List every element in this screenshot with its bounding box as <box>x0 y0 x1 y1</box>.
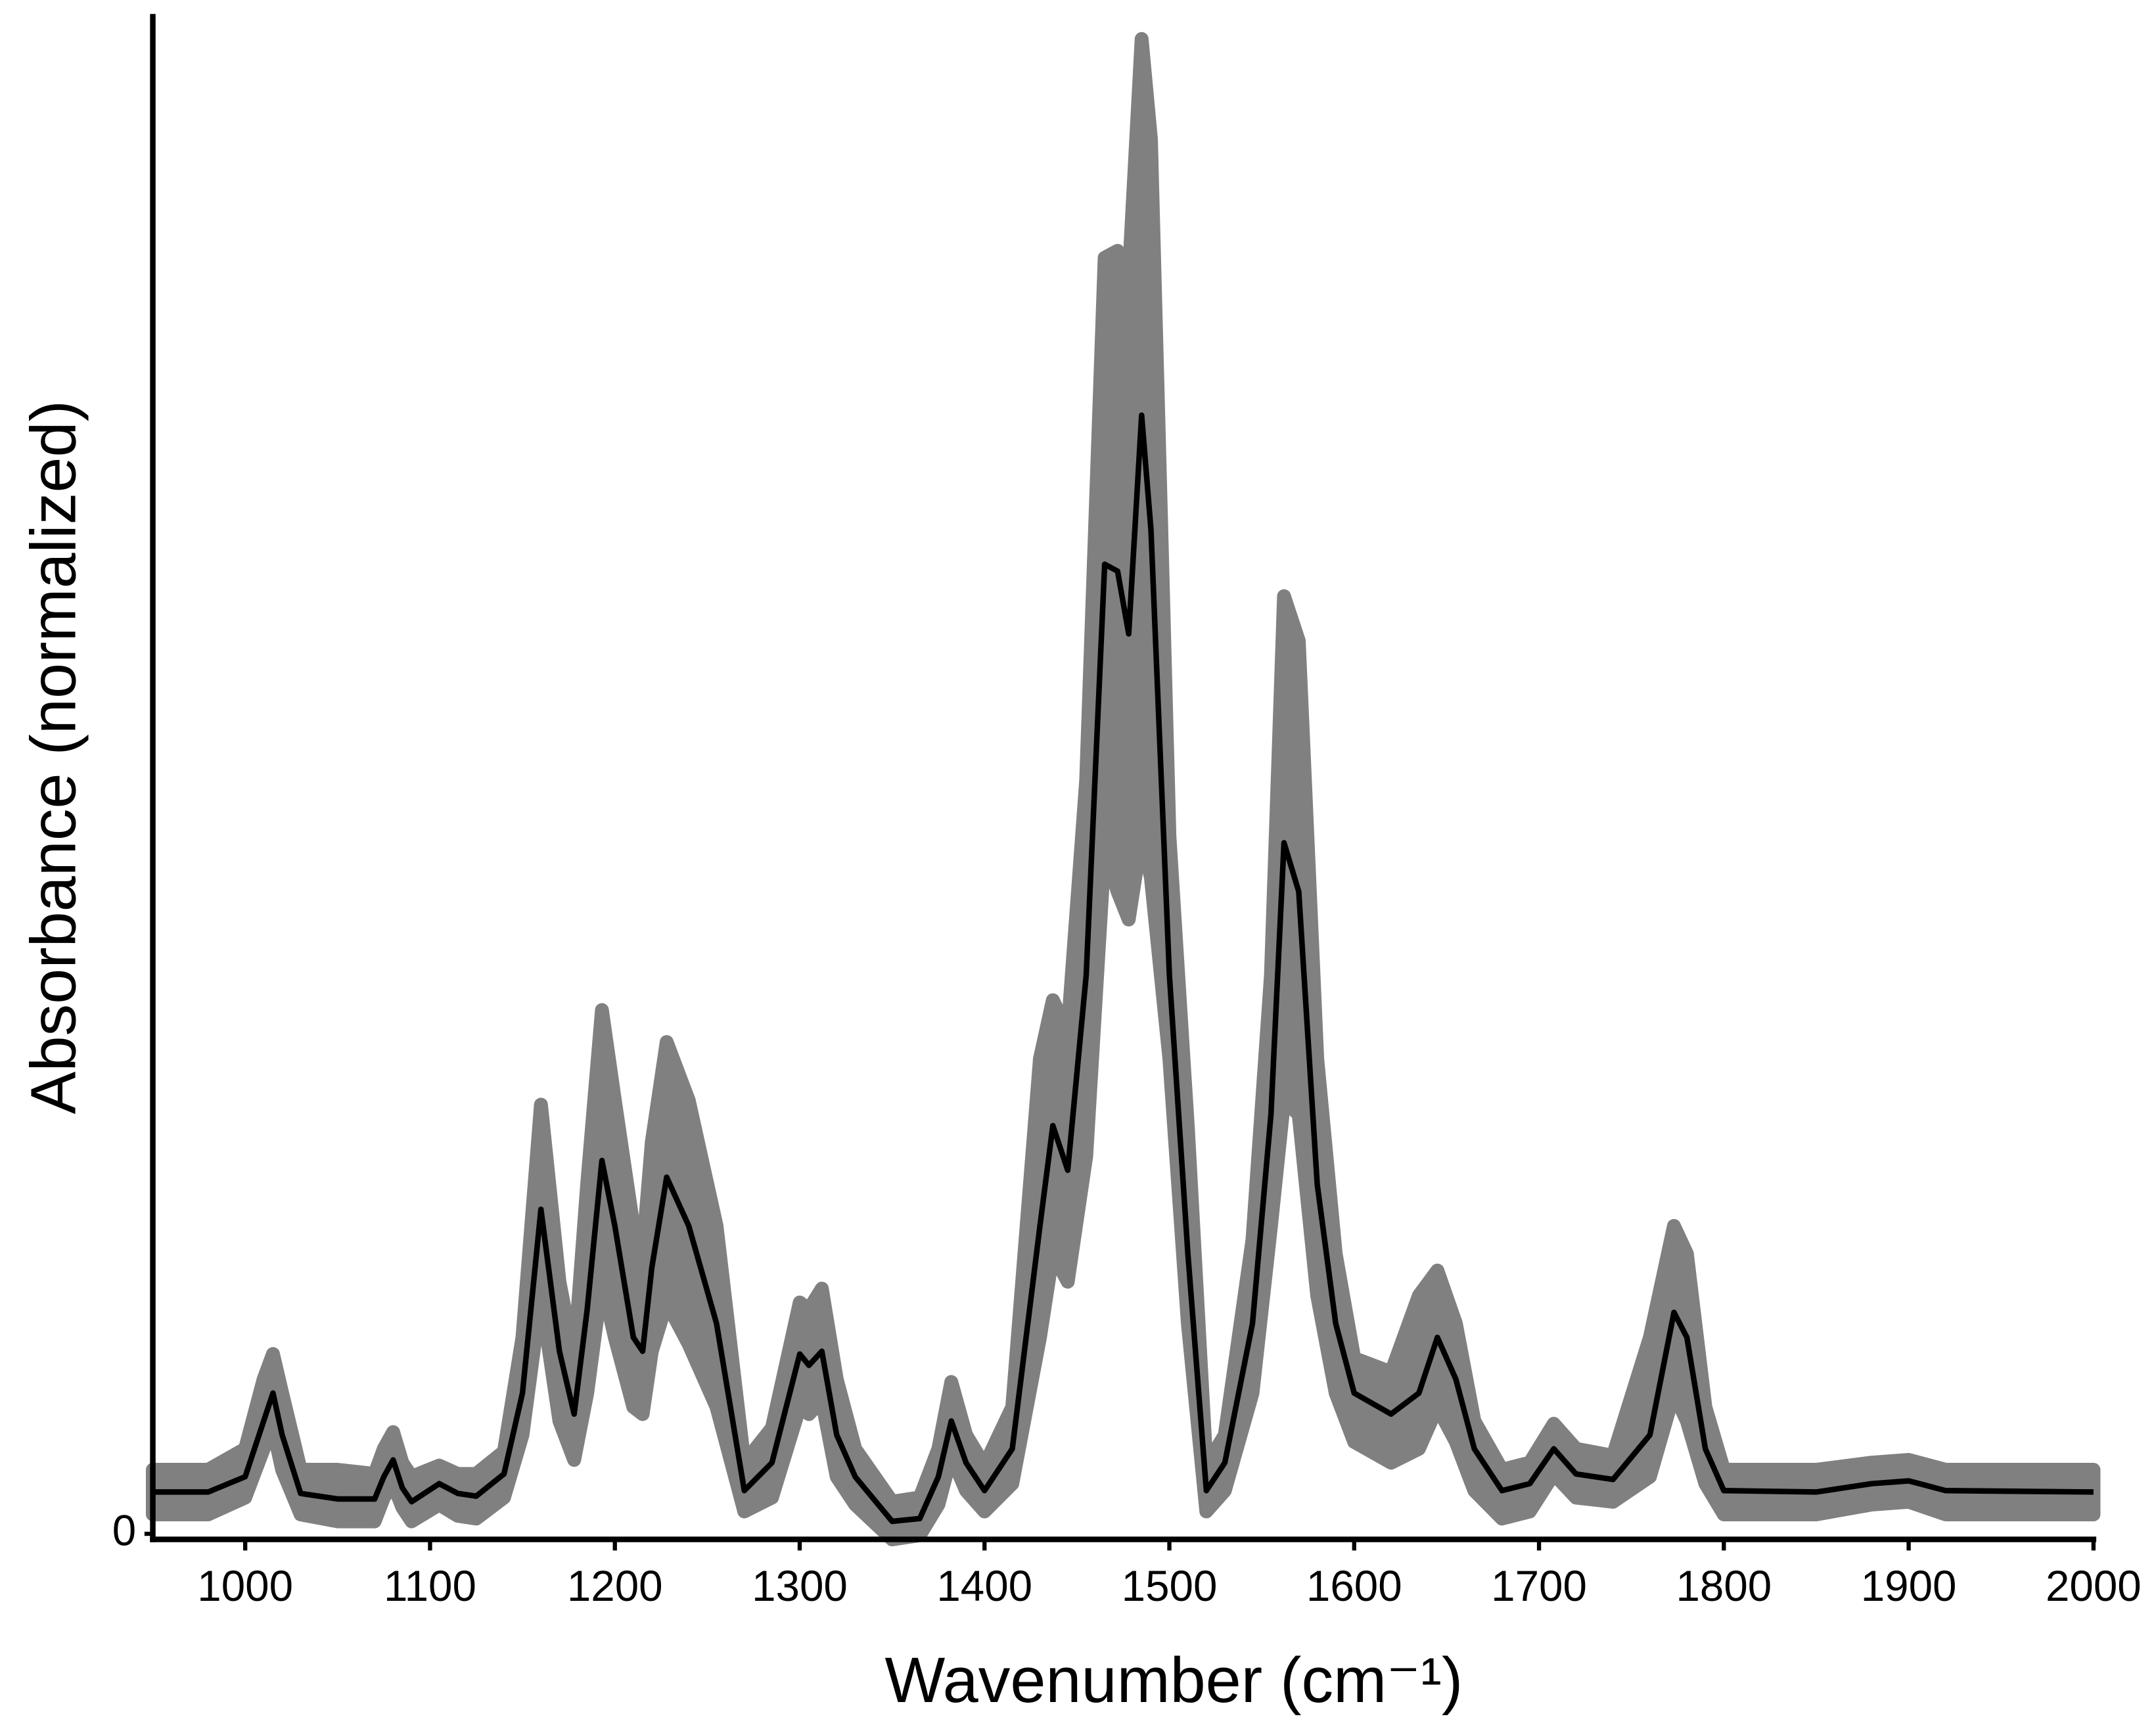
x-tick-label: 1400 <box>936 1562 1032 1610</box>
y-axis-label: Absorbance (normalized) <box>17 400 89 1114</box>
x-tick-label: 1000 <box>197 1562 293 1610</box>
x-tick-label: 1500 <box>1122 1562 1218 1610</box>
x-tick-label: 1100 <box>384 1562 476 1610</box>
y-tick-label: 0 <box>112 1506 136 1554</box>
x-tick-label: 1600 <box>1306 1562 1402 1610</box>
spread-band <box>145 32 2101 1547</box>
x-tick-label: 1200 <box>567 1562 663 1610</box>
x-tick-label: 1800 <box>1676 1562 1772 1610</box>
x-tick-label: 1900 <box>1861 1562 1957 1610</box>
x-tick-label: 1300 <box>752 1562 848 1610</box>
x-tick-label: 1700 <box>1491 1562 1587 1610</box>
x-axis-label: Wavenumber (cm⁻¹) <box>885 1644 1463 1716</box>
mean-line <box>152 412 2094 1525</box>
x-tick-label: 2000 <box>2046 1562 2142 1610</box>
